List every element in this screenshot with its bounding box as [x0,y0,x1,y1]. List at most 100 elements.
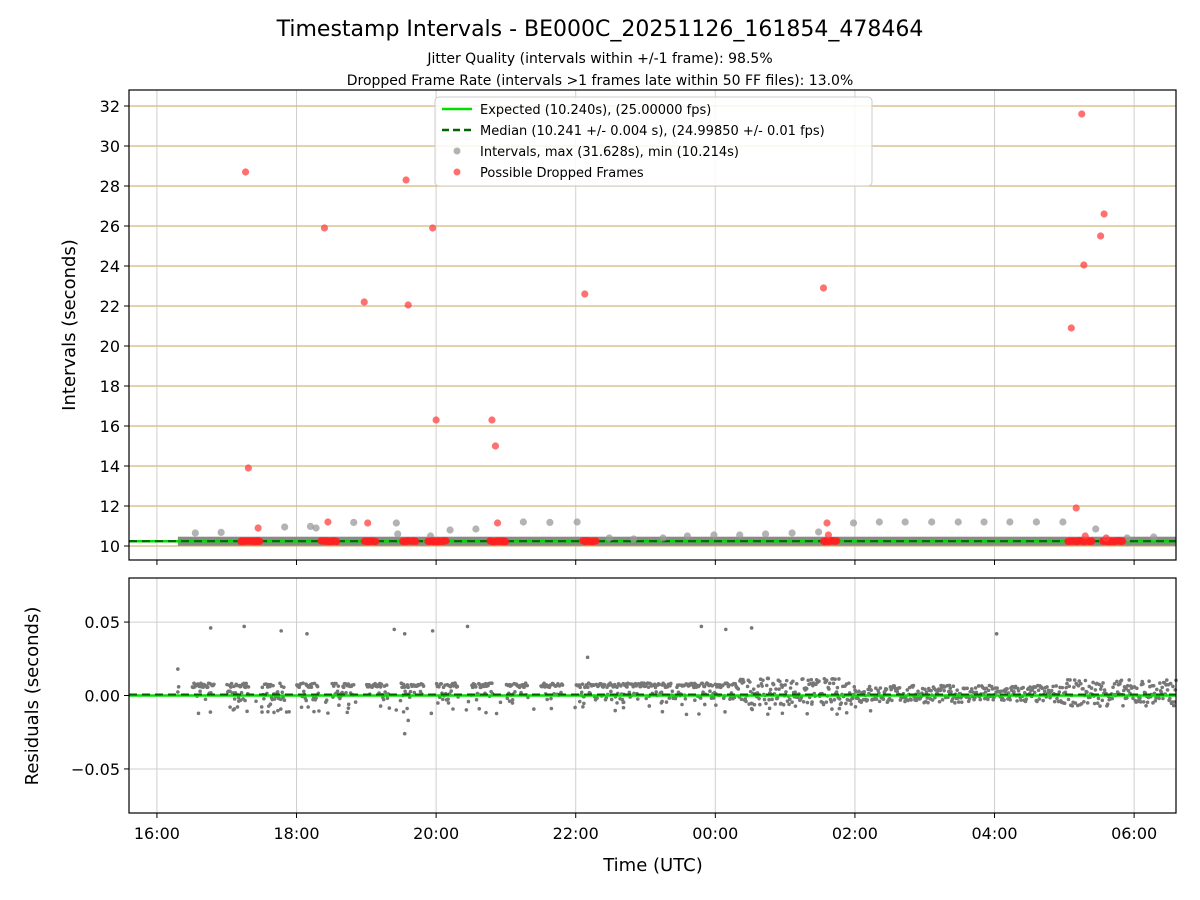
residual-point [208,710,213,714]
intervals-y-tick-label: 30 [100,137,120,156]
residual-point [794,681,799,686]
residual-point [1125,683,1130,688]
interval-point [281,523,289,531]
residual-point [282,685,286,690]
residual-point [646,685,651,690]
dropped-frame-point [432,416,440,424]
residual-point [710,683,715,688]
interval-point [1092,525,1100,533]
residual-outlier-point [208,626,213,630]
residual-point [266,709,270,714]
residual-point [702,702,707,707]
residual-point [381,697,386,702]
residual-point [827,681,832,686]
residual-point [837,697,842,701]
residual-point [784,678,789,683]
residual-point [744,699,748,704]
residual-point [621,705,626,710]
residual-point [244,681,248,686]
residual-point [278,707,283,711]
residual-point [1125,696,1129,700]
residuals-y-tick-label: 0.05 [84,613,120,632]
residual-point [1005,687,1009,691]
residual-point [959,700,964,704]
residual-point [793,690,797,695]
residual-point [346,702,351,707]
residual-point [697,712,701,716]
residual-point [1002,698,1006,702]
residual-point [878,686,883,690]
residual-point [766,712,770,716]
residual-point [1091,680,1095,685]
residual-point [301,681,305,685]
residual-point [751,687,756,691]
residual-point [793,704,798,708]
residual-point [198,689,202,694]
residual-point [1042,689,1047,694]
residual-point [280,690,285,695]
residual-point [608,681,612,685]
interval-point [573,518,581,526]
residual-point [394,708,399,712]
residual-point [736,687,741,691]
residual-point [490,681,494,685]
residual-point [477,706,482,711]
residual-point [805,712,810,716]
residual-point [749,706,754,711]
x-tick-label: 18:00 [273,824,319,843]
residual-point [890,698,894,703]
residual-point [1068,678,1072,682]
residual-point [1102,688,1107,692]
residuals-y-tick-label: −0.05 [71,760,120,779]
residuals-y-ticks: −0.05 0.00 0.05 [71,613,129,779]
residual-point [1098,687,1103,691]
dropped-frame-point [364,519,372,527]
residual-point [773,702,778,706]
intervals-panel: 10 12 14 16 18 20 22 24 26 28 30 32 Intervals (seco… [59,89,1177,565]
residual-point [647,704,652,708]
residual-point [510,698,515,702]
residual-point [421,684,426,688]
residual-point [1141,700,1146,704]
residual-point [324,698,329,703]
residual-point [897,686,902,690]
dropped-frame-point [320,224,329,232]
dropped-frame-point [254,524,262,532]
residual-point [266,704,271,708]
residual-point [806,678,811,683]
residual-point [582,701,586,706]
residual-point [973,696,977,700]
residual-point [609,697,614,702]
residual-point [1049,688,1054,693]
dropped-frame-point [1081,532,1089,540]
interval-point [546,518,554,527]
residual-point [474,697,479,702]
residual-point [196,711,201,716]
residual-point [1093,688,1098,692]
residual-point [930,698,935,702]
residual-point [560,683,565,687]
interval-point [519,518,527,526]
residual-outlier-point [392,627,397,632]
legend-intervals-label: Intervals, max (31.628s), min (10.214s) [480,145,739,160]
residual-outlier-point [994,632,999,636]
residual-point [660,699,664,704]
interval-point [875,518,883,526]
intervals-y-axis-label: Intervals (seconds) [59,239,80,411]
residual-point [801,677,805,681]
residual-point [905,688,910,692]
residual-point [956,700,961,704]
dropped-frame-point [404,301,412,309]
interval-point [761,530,770,538]
residual-point [714,703,718,707]
residual-point [967,697,972,701]
residual-point [334,681,338,686]
residual-point [271,683,275,688]
residual-point [777,687,781,691]
residual-point [947,683,952,688]
residual-point [771,682,776,687]
interval-point [217,528,225,537]
residual-point [351,682,356,687]
interval-point [630,535,638,543]
legend-dropped-label: Possible Dropped Frames [480,166,644,181]
